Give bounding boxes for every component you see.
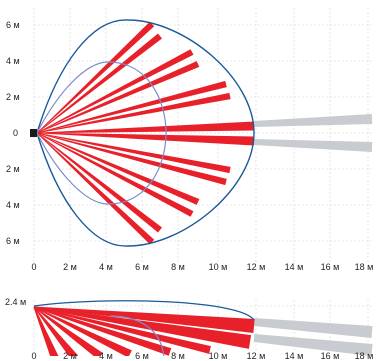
side-x-label: 2 м [63,351,77,361]
beam-red [36,49,194,134]
beam-red [36,92,231,134]
beam-red [33,306,79,356]
top-x-label: 4 м [99,262,113,272]
beam-red [33,306,211,354]
top-x-label: 16 м [321,262,340,272]
top-y-label: 2 м [6,92,20,102]
top-y-label: 4 м [6,56,20,66]
top-x-axis: 0 2 м 4 м 6 м 8 м 10 м 12 м 14 м 16 м 18… [31,262,373,272]
top-y-axis: 6 м 4 м 2 м 0 2 м 4 м 6 м [6,20,20,246]
beam-red [36,21,155,134]
top-x-label: 14 м [285,262,304,272]
beam-red [36,33,162,134]
beam-red [33,306,59,356]
beam-red [37,121,255,134]
top-x-label: 10 м [209,262,228,272]
top-x-label: 12 м [247,262,266,272]
top-x-label: 18 м [355,262,374,272]
beam-red [36,80,227,134]
beam-red [33,306,172,356]
side-inner-zone [109,315,165,356]
beam-red [36,132,200,205]
beam-red [36,132,227,186]
side-x-label: 0 [31,351,36,361]
beam-red [36,132,231,174]
beam-red [34,306,255,333]
beam-red [36,132,162,233]
beam-red [36,61,200,134]
beam-red [33,306,132,356]
side-x-label: 10 м [209,351,228,361]
top-view-panel: 6 м 4 м 2 м 0 2 м 4 м 6 м 0 2 м 4 м 6 м … [6,8,373,272]
top-y-label: 6 м [6,20,20,30]
side-x-label: 6 м [135,351,149,361]
top-y-label: 4 м [6,200,20,210]
beam-gray [253,139,373,152]
beam-red [36,132,155,245]
sensor-icon [30,129,37,137]
side-x-label: 14 м [285,351,304,361]
outer-detection-zone [36,19,255,247]
top-x-label: 0 [31,262,36,272]
inner-detection-zone [36,61,167,205]
side-height-label: 2.4 м [5,297,26,307]
side-x-label: 16 м [321,351,340,361]
beam-red [33,306,103,356]
top-grid [33,8,372,262]
beam-gray [253,334,373,356]
beam-red [36,132,194,217]
top-y-label: 2 м [6,164,20,174]
side-x-label: 12 м [247,351,266,361]
top-beams [36,21,373,245]
beam-red [37,132,255,146]
side-x-label: 8 м [171,351,185,361]
beam-gray [253,114,373,127]
side-beams [33,306,373,356]
side-view-panel: 2.4 м 0 2 м 4 м 6 м 8 м 10 м 12 м 14 м 1… [5,297,373,361]
side-x-label: 4 м [99,351,113,361]
side-x-axis: 0 2 м 4 м 6 м 8 м 10 м 12 м 14 м 16 м 18… [31,351,373,361]
beam-red [33,306,252,349]
top-y-label: 6 м [6,236,20,246]
top-x-label: 2 м [63,262,77,272]
beam-gray [253,318,373,338]
top-x-label: 6 м [135,262,149,272]
top-y-label: 0 [13,128,18,138]
top-x-label: 8 м [171,262,185,272]
side-outer-zone [33,300,255,321]
side-x-label: 18 м [355,351,374,361]
